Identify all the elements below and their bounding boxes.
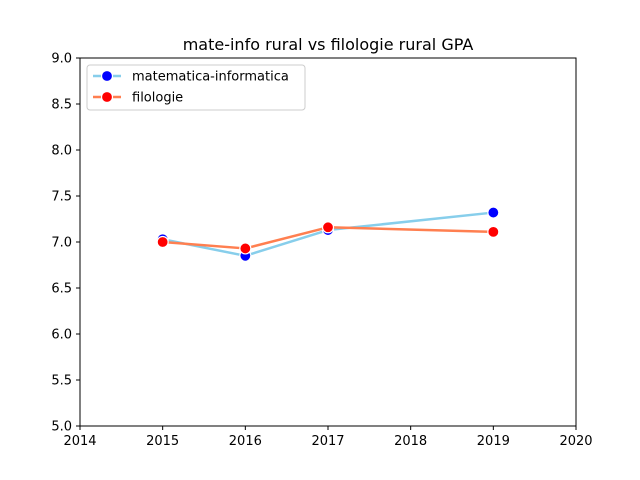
y-tick-label: 7.0 — [51, 236, 72, 251]
x-tick-label: 2015 — [146, 434, 179, 449]
data-point — [156, 235, 169, 249]
series-layer — [156, 206, 500, 262]
y-tick-label: 7.5 — [51, 190, 72, 205]
x-tick-label: 2018 — [394, 434, 427, 449]
legend: matematica-informatica filologie — [86, 64, 306, 111]
y-tick-label: 6.5 — [51, 282, 72, 297]
series-line — [161, 226, 495, 250]
data-point — [487, 206, 500, 219]
legend-box — [86, 64, 306, 111]
x-tick-label: 2017 — [311, 434, 344, 449]
data-point — [321, 221, 335, 234]
y-tick-label: 6.0 — [51, 328, 72, 343]
plot-area-frame — [79, 57, 577, 427]
x-tick-label: 2019 — [477, 434, 510, 449]
x-tick-label: 2016 — [229, 434, 262, 449]
series-line — [161, 211, 495, 258]
x-tick-label: 2020 — [559, 434, 592, 449]
data-point — [239, 242, 252, 255]
legend-item: matematica-informatica — [93, 70, 289, 85]
legend-item: filologie — [93, 91, 183, 106]
y-tick-label: 5.0 — [51, 420, 72, 435]
chart-title: mate-info rural vs filologie rural GPA — [183, 35, 474, 54]
axis-ticks: 2014 2015 2016 2017 2018 2019 2020 5.0 5.5 6.0 6.5… — [51, 52, 592, 450]
y-tick-label: 8.0 — [51, 144, 72, 159]
y-tick-label: 5.5 — [51, 374, 72, 389]
x-tick-label: 2014 — [63, 434, 96, 449]
y-tick-label: 9.0 — [51, 52, 72, 67]
y-tick-label: 8.5 — [51, 98, 72, 113]
legend-label: matematica-informatica — [132, 70, 289, 85]
legend-marker — [100, 69, 114, 83]
legend-label: filologie — [132, 91, 183, 106]
legend-marker — [100, 90, 114, 104]
data-point — [487, 225, 500, 238]
series-2 — [156, 221, 500, 255]
